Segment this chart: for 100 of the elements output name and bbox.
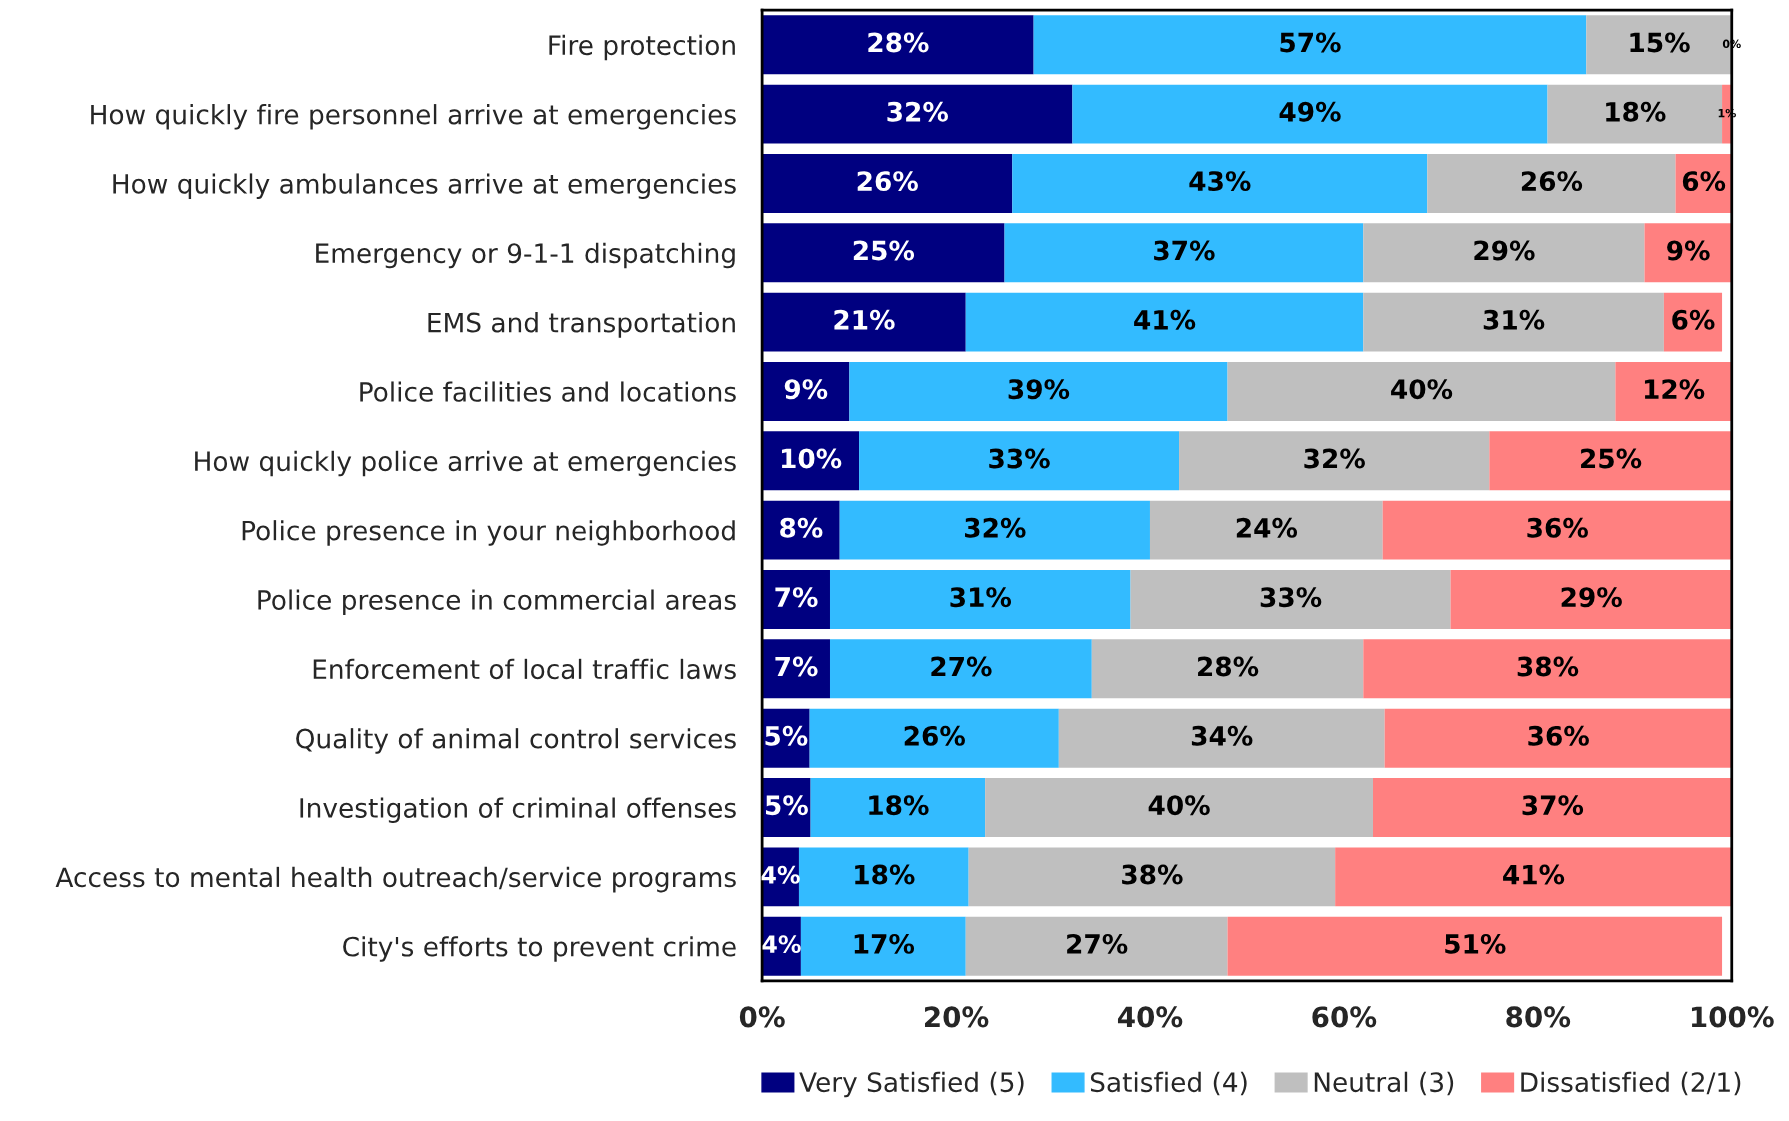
bar [965,292,1364,352]
bar [1615,362,1732,421]
data-label: 24% [1236,517,1298,538]
bar [1227,916,1723,976]
data-label: 28% [868,32,929,53]
y-tick-label: EMS and transportation [428,312,735,338]
bar [968,847,1336,907]
bar [1372,778,1732,837]
data-label: 18% [869,795,929,816]
bar [1384,708,1732,768]
bar [1427,153,1676,213]
bar [829,639,1092,699]
y-tick-label: Fire protection [549,34,735,61]
bar [1149,500,1383,560]
data-label: 10% [781,448,842,469]
data-label: 36% [1528,725,1589,746]
bar [1058,708,1385,768]
data-label: 7% [775,656,818,677]
data-label: 33% [1260,587,1322,608]
y-tick-label: How quickly police arrive at emergencies [195,450,736,477]
bar [829,570,1131,629]
data-label: 9% [784,379,828,400]
bar [762,570,830,629]
data-label: 32% [965,517,1026,538]
data-label: 29% [1474,240,1535,261]
x-tick-label: 100% [1691,1006,1774,1028]
y-tick-label: Access to mental health outreach/service programs [55,866,736,893]
x-tick-label: 20% [924,1006,989,1028]
bar [859,431,1180,491]
bar [985,778,1373,837]
data-label: 26% [1521,171,1583,192]
bar [762,362,850,421]
bar [1450,570,1732,629]
bar [762,292,966,352]
data-label: 27% [931,656,992,677]
x-tick-label: 60% [1312,1006,1377,1028]
bar [1091,639,1364,699]
data-label: 31% [950,587,1012,608]
bar [800,916,966,976]
data-label: 6% [1682,171,1726,192]
data-label: 18% [1606,101,1666,122]
data-label: 40% [1148,795,1210,816]
data-label: 32% [887,101,948,122]
data-label: 37% [1522,795,1584,816]
data-label: 5% [765,725,808,746]
data-label: 43% [1189,171,1251,192]
bar [762,223,1005,283]
bar [1644,223,1732,283]
y-tick-label: Police presence in commercial areas [258,589,736,616]
data-label: 34% [1191,725,1253,746]
data-label: 7% [775,587,818,608]
bar [1004,223,1364,283]
data-label: 5% [765,795,808,816]
bar [809,708,1059,768]
y-tick-label: Emergency or 9-1-1 dispatching [316,242,735,269]
y-tick-label: How quickly ambulances arrive at emergencies [113,173,736,199]
bar [1363,223,1645,283]
y-tick-label: How quickly fire personnel arrive at emergencies [91,104,736,130]
data-label: 49% [1279,101,1341,122]
data-label: 26% [904,725,965,746]
bar [798,847,969,907]
data-label: 38% [1122,864,1183,885]
bar [1382,500,1732,560]
bar [1363,292,1664,352]
x-tick-label: 80% [1506,1006,1571,1028]
data-label: 26% [857,171,918,192]
data-label: 33% [989,448,1050,469]
bar [839,500,1150,560]
data-label: 31% [1483,309,1545,330]
y-tick-label: Quality of animal control services [296,728,736,754]
y-tick-label: Enforcement of local traffic laws [313,658,736,680]
bar [1130,570,1451,629]
data-label: 27% [1067,933,1128,954]
data-label: 15% [1630,32,1690,53]
data-label: 18% [855,864,915,885]
y-tick-label: Investigation of criminal offenses [300,797,736,824]
bar [1179,431,1490,491]
data-label: 39% [1008,379,1070,400]
x-tick-label: 0% [739,1006,785,1028]
bar [965,916,1228,976]
bar [810,778,986,837]
y-tick-label: City's efforts to prevent crime [343,936,736,962]
legend-label: Neutral (3) [1314,1071,1454,1096]
bar [1033,15,1587,75]
legend-label: Very Satisfied (5) [799,1071,1024,1098]
data-label: 21% [834,309,895,330]
data-label: 29% [1561,587,1622,608]
y-tick-label: Police presence in your neighborhood [242,520,735,546]
bar [762,500,840,560]
bar [1335,847,1732,907]
data-label: 51% [1445,933,1506,954]
data-label: 4% [762,935,801,954]
bar [1363,639,1732,699]
bar [762,15,1034,75]
legend-label: Satisfied (4) [1090,1071,1247,1096]
data-label: 36% [1527,517,1588,538]
data-label: 6% [1672,309,1715,330]
data-label: 41% [1503,864,1565,885]
data-label: 38% [1517,656,1579,677]
data-label: 41% [1134,309,1196,330]
